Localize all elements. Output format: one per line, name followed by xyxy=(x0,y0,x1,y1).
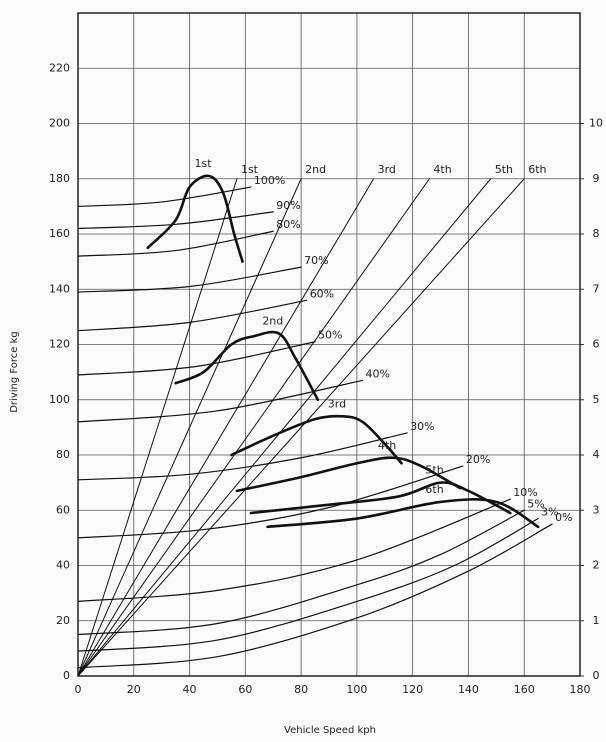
curve xyxy=(77,186,252,207)
curve-label: 20% xyxy=(466,453,490,466)
y2-tick-label: 3 xyxy=(593,503,600,516)
curve xyxy=(235,456,462,493)
y2-tick-label: 10 xyxy=(589,117,603,130)
curve-label: 3rd xyxy=(378,163,396,176)
curve xyxy=(77,178,525,677)
curve xyxy=(77,178,430,677)
curve xyxy=(77,465,464,539)
x-tick-label: 80 xyxy=(294,683,308,696)
y2-tick-label: 2 xyxy=(593,559,600,572)
curve xyxy=(77,299,308,332)
x-tick-label: 60 xyxy=(238,683,252,696)
curve-label: 60% xyxy=(310,287,334,300)
curve-label: 30% xyxy=(410,420,434,433)
curve xyxy=(174,330,320,402)
y-tick-label: 60 xyxy=(56,503,70,516)
curve xyxy=(77,211,274,230)
curve-label: 40% xyxy=(365,367,389,380)
curve-label: 3rd xyxy=(328,397,346,410)
y-tick-label: 140 xyxy=(49,282,70,295)
y2-tick-label: 7 xyxy=(593,282,600,295)
curve xyxy=(77,517,539,652)
x-axis-title: Vehicle Speed kph xyxy=(284,725,376,736)
curve-label: 6th xyxy=(425,483,443,496)
x-tick-label: 100 xyxy=(346,683,367,696)
curve-label: 2nd xyxy=(262,314,283,327)
curve-label: 5th xyxy=(495,163,513,176)
y-tick-label: 20 xyxy=(56,614,70,627)
curve xyxy=(77,230,274,257)
y-tick-label: 0 xyxy=(63,669,70,682)
curve-label: 0% xyxy=(555,511,572,524)
curve xyxy=(77,178,302,677)
curve xyxy=(77,341,316,376)
y2-tick-label: 8 xyxy=(593,227,600,240)
y-tick-label: 200 xyxy=(49,117,70,130)
y2-tick-label: 4 xyxy=(593,448,600,461)
curve-label: 90% xyxy=(276,199,300,212)
curve-label: 2nd xyxy=(305,163,326,176)
y2-tick-label: 0 xyxy=(593,669,600,682)
curve xyxy=(77,178,375,677)
x-tick-label: 160 xyxy=(514,683,535,696)
y2-tick-label: 6 xyxy=(593,338,600,351)
curve-label: 10% xyxy=(513,486,537,499)
curve xyxy=(77,178,238,677)
curve-label: 1st xyxy=(241,163,259,176)
y-tick-label: 120 xyxy=(49,338,70,351)
x-tick-label: 180 xyxy=(570,683,591,696)
curve-label: 6th xyxy=(528,163,546,176)
y2-tick-label: 5 xyxy=(593,393,600,406)
curve xyxy=(77,509,525,636)
x-tick-label: 140 xyxy=(458,683,479,696)
x-tick-label: 0 xyxy=(75,683,82,696)
y-tick-label: 180 xyxy=(49,172,70,185)
curve xyxy=(230,414,403,465)
curve xyxy=(77,523,553,669)
y-tick-label: 40 xyxy=(56,559,70,572)
curve-label: 50% xyxy=(318,329,342,342)
curve-label: 1st xyxy=(195,157,213,170)
x-tick-label: 120 xyxy=(402,683,423,696)
y-tick-label: 220 xyxy=(49,61,70,74)
plot-frame xyxy=(77,12,581,677)
curve xyxy=(77,432,408,481)
curve xyxy=(77,178,492,677)
curve xyxy=(77,379,364,423)
curve xyxy=(77,266,302,293)
curve xyxy=(249,481,512,515)
curve xyxy=(266,498,540,529)
x-tick-label: 40 xyxy=(183,683,197,696)
curve xyxy=(77,498,511,603)
y-axis-title: Driving Force kg xyxy=(9,331,20,413)
y2-tick-label: 9 xyxy=(593,172,600,185)
curve-label: 100% xyxy=(254,174,285,187)
curve-label: 5th xyxy=(425,464,443,477)
curve-label: 4th xyxy=(378,439,396,452)
curve xyxy=(146,174,244,263)
curve-label: 4th xyxy=(433,163,451,176)
x-tick-label: 20 xyxy=(127,683,141,696)
curve-label: 80% xyxy=(276,218,300,231)
curve-label: 3% xyxy=(541,506,558,519)
curve-label: 5% xyxy=(527,497,544,510)
y-tick-label: 80 xyxy=(56,448,70,461)
y-tick-label: 100 xyxy=(49,393,70,406)
y2-tick-label: 1 xyxy=(593,614,600,627)
y-tick-label: 160 xyxy=(49,227,70,240)
